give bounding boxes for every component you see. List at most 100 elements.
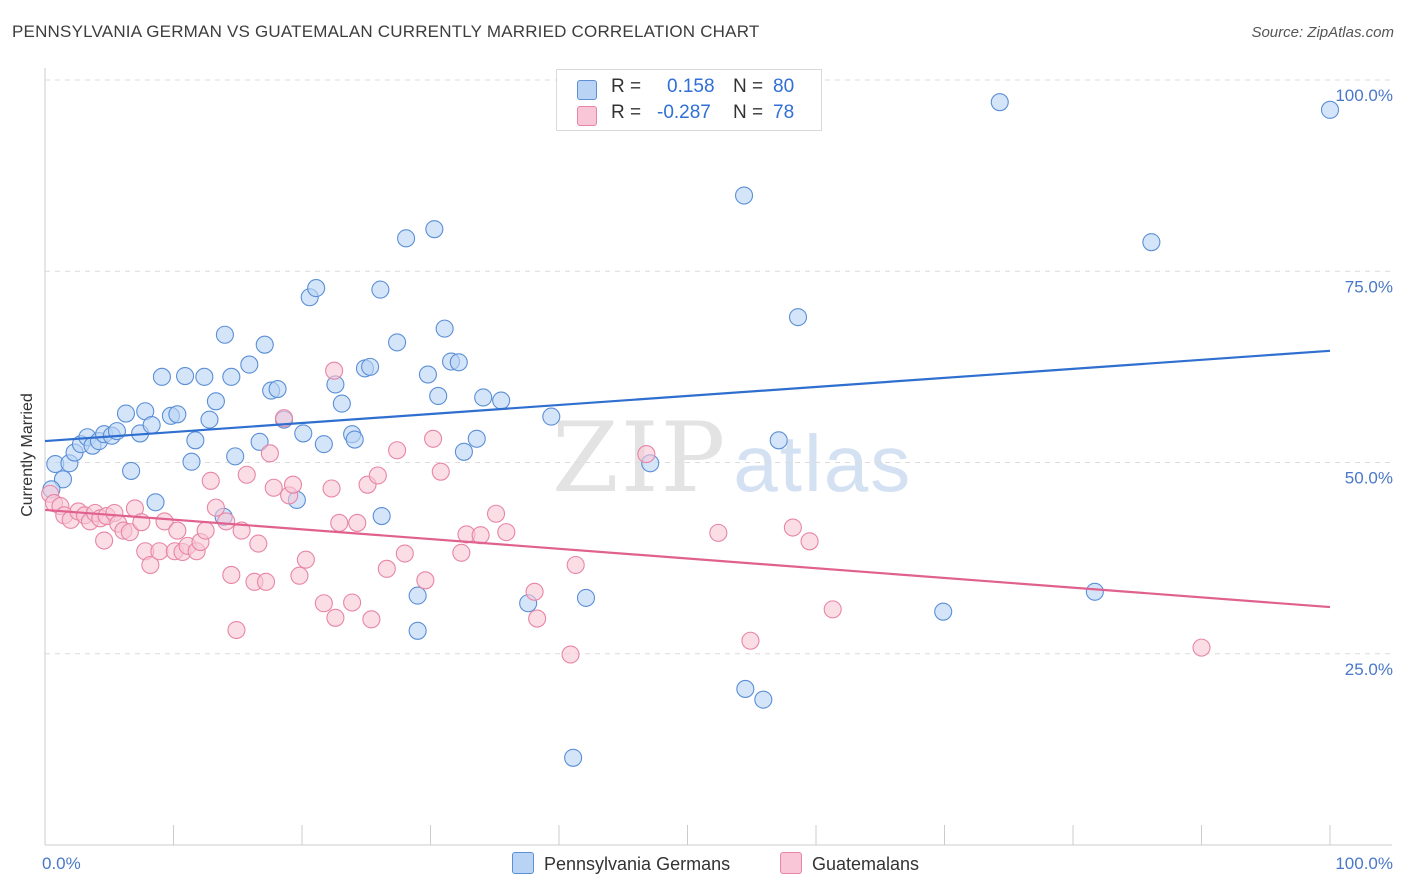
guatemalan-point xyxy=(741,631,760,650)
guatemalan-point xyxy=(486,504,506,523)
n-value: 80 xyxy=(773,76,795,97)
chart-title: PENNSYLVANIA GERMAN VS GUATEMALAN CURREN… xyxy=(12,22,760,41)
y-tick-label: 25.0% xyxy=(1345,660,1393,679)
guatemalan-point xyxy=(256,572,276,591)
pennsylvania-german-point xyxy=(222,367,241,386)
guatemalan-point xyxy=(377,559,396,578)
guatemalan-point xyxy=(95,531,114,550)
legend-label: Pennsylvania Germans xyxy=(544,854,731,874)
pennsylvania-german-point xyxy=(255,335,274,354)
pennsylvania-german-point xyxy=(250,432,269,451)
n-label: N = xyxy=(733,102,764,123)
pennsylvania-german-point xyxy=(474,388,493,407)
guatemalan-point xyxy=(416,571,435,590)
r-value: 0.158 xyxy=(667,76,715,97)
guatemalan-point xyxy=(264,478,283,497)
guatemalan-point xyxy=(1192,638,1211,657)
guatemalan-point xyxy=(528,609,547,628)
pennsylvania-german-point xyxy=(195,367,214,386)
guatemalan-point xyxy=(217,512,236,531)
pennsylvania-german-point xyxy=(53,470,73,489)
pennsylvania-german-point xyxy=(200,410,219,429)
guatemalan-point xyxy=(120,523,139,542)
pennsylvania-german-point xyxy=(564,748,583,767)
pennsylvania-german-point xyxy=(769,431,788,450)
guatemalan-point xyxy=(232,521,251,540)
pennsylvania-german-point xyxy=(176,367,195,386)
pennsylvania-german-point xyxy=(146,493,165,512)
guatemalan-point xyxy=(150,542,169,561)
guatemalan-point xyxy=(431,462,450,481)
guatemalan-point xyxy=(800,532,819,551)
pink-swatch xyxy=(577,106,597,126)
blue-swatch xyxy=(577,80,597,100)
source-credit: Source: ZipAtlas.com xyxy=(1251,24,1394,41)
pennsylvania-german-point xyxy=(736,679,755,698)
guatemalan-point xyxy=(566,555,585,575)
pennsylvania-german-point xyxy=(294,424,313,443)
guatemalan-point xyxy=(497,523,516,542)
guatemalan-point xyxy=(206,498,225,517)
guatemalan-point xyxy=(326,608,345,627)
pennsylvania-german-point xyxy=(429,386,448,405)
pennsylvania-german-point xyxy=(408,586,427,605)
guatemalan-point xyxy=(388,441,407,460)
pennsylvania-german-point xyxy=(206,392,225,411)
legend-item-guatemalans[interactable]: Guatemalans xyxy=(780,852,919,876)
guatemalan-point xyxy=(330,513,349,532)
pennsylvania-german-point xyxy=(425,220,444,239)
guatemalan-point xyxy=(783,518,802,537)
legend-label: Guatemalans xyxy=(812,854,920,874)
pennsylvania-german-point xyxy=(122,461,141,480)
pennsylvania-german-point xyxy=(1142,233,1161,252)
guatemalan-point xyxy=(274,409,294,428)
guatemalan-point xyxy=(709,523,728,542)
r-label: R = xyxy=(611,102,642,123)
pennsylvania-german-point xyxy=(307,279,326,298)
pennsylvania-german-point xyxy=(754,690,773,709)
guatemalan-point xyxy=(290,566,309,585)
pennsylvania-german-point xyxy=(542,407,561,426)
pennsylvania-german-point xyxy=(1085,582,1104,601)
guatemalan-point xyxy=(155,512,174,531)
guatemalan-point xyxy=(201,471,220,490)
stats-box: R = 0.158 N = 80 R = -0.287 N = 78 xyxy=(556,69,822,131)
guatemalan-point xyxy=(314,594,333,613)
x-tick-label: 100.0% xyxy=(1335,854,1393,873)
pennsylvania-german-point xyxy=(408,621,427,640)
pennsylvania-german-trendline xyxy=(44,349,1331,443)
pennsylvania-german-point xyxy=(576,588,596,607)
pennsylvania-german-point xyxy=(345,430,364,449)
pennsylvania-german-point xyxy=(467,429,486,448)
guatemalan-point xyxy=(525,582,544,601)
pennsylvania-german-point xyxy=(182,452,201,471)
pennsylvania-german-point xyxy=(215,325,234,344)
pennsylvania-german-point xyxy=(388,333,407,352)
guatemalan-point xyxy=(637,445,656,464)
guatemalan-point xyxy=(452,543,471,562)
pennsylvania-german-point xyxy=(1320,100,1340,119)
pennsylvania-german-point xyxy=(168,405,187,424)
pennsylvania-german-point xyxy=(361,357,380,376)
guatemalan-point xyxy=(561,645,580,664)
guatemalan-point xyxy=(368,466,387,485)
pennsylvania-german-point xyxy=(116,404,136,423)
pennsylvania-german-point xyxy=(152,367,171,386)
pennsylvania-german-point xyxy=(240,355,259,374)
guatemalan-point xyxy=(424,429,443,448)
legend-item-pennsylvania-germans[interactable]: Pennsylvania Germans xyxy=(512,852,730,876)
pennsylvania-german-point xyxy=(332,394,351,413)
pennsylvania-german-point xyxy=(372,506,391,526)
pennsylvania-german-point xyxy=(990,93,1009,112)
pennsylvania-german-point xyxy=(435,319,454,338)
guatemalan-point xyxy=(362,610,381,629)
pennsylvania-german-point xyxy=(934,602,953,621)
pennsylvania-german-point xyxy=(226,447,245,466)
n-value: 78 xyxy=(773,102,795,123)
y-tick-label: 100.0% xyxy=(1335,86,1393,105)
guatemalan-point xyxy=(196,521,215,540)
pennsylvania-german-point xyxy=(186,431,205,450)
pennsylvania-german-point xyxy=(734,186,754,205)
pennsylvania-german-point xyxy=(454,442,473,461)
